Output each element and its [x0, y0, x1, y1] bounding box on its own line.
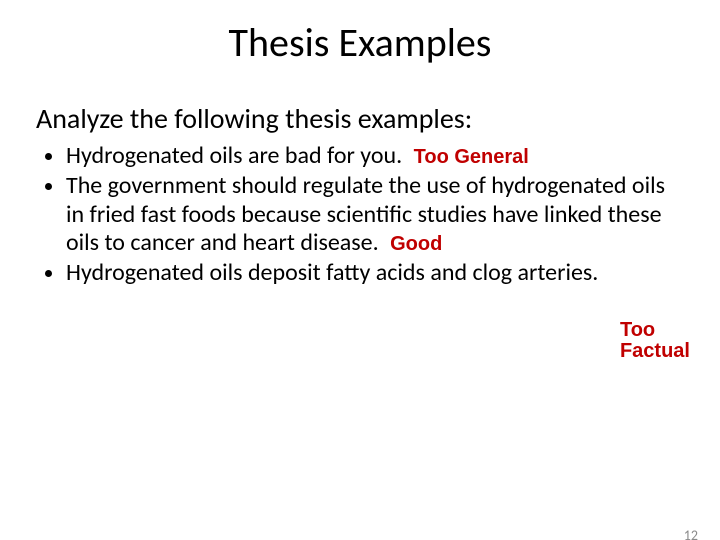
annotation-label: Good	[390, 233, 442, 255]
bullet-list: Hydrogenated oils are bad for you. Too G…	[38, 142, 680, 288]
slide-subtitle: Analyze the following thesis examples:	[36, 101, 720, 136]
bullet-text: The government should regulate the use o…	[66, 171, 665, 257]
slide-title: Thesis Examples	[0, 18, 720, 67]
page-number: 12	[684, 527, 698, 540]
annotation-label: Too General	[414, 146, 529, 168]
annotation-label-right: Too Factual	[620, 320, 690, 362]
bullet-text: Hydrogenated oils deposit fatty acids an…	[66, 258, 598, 287]
annotation-line2: Factual	[620, 340, 690, 362]
list-item: Hydrogenated oils deposit fatty acids an…	[66, 259, 680, 287]
list-item: Hydrogenated oils are bad for you. Too G…	[66, 142, 680, 170]
list-item: The government should regulate the use o…	[66, 172, 680, 257]
bullet-text: Hydrogenated oils are bad for you.	[66, 141, 402, 170]
annotation-line1: Too	[620, 319, 655, 341]
slide: Thesis Examples Analyze the following th…	[0, 18, 720, 540]
